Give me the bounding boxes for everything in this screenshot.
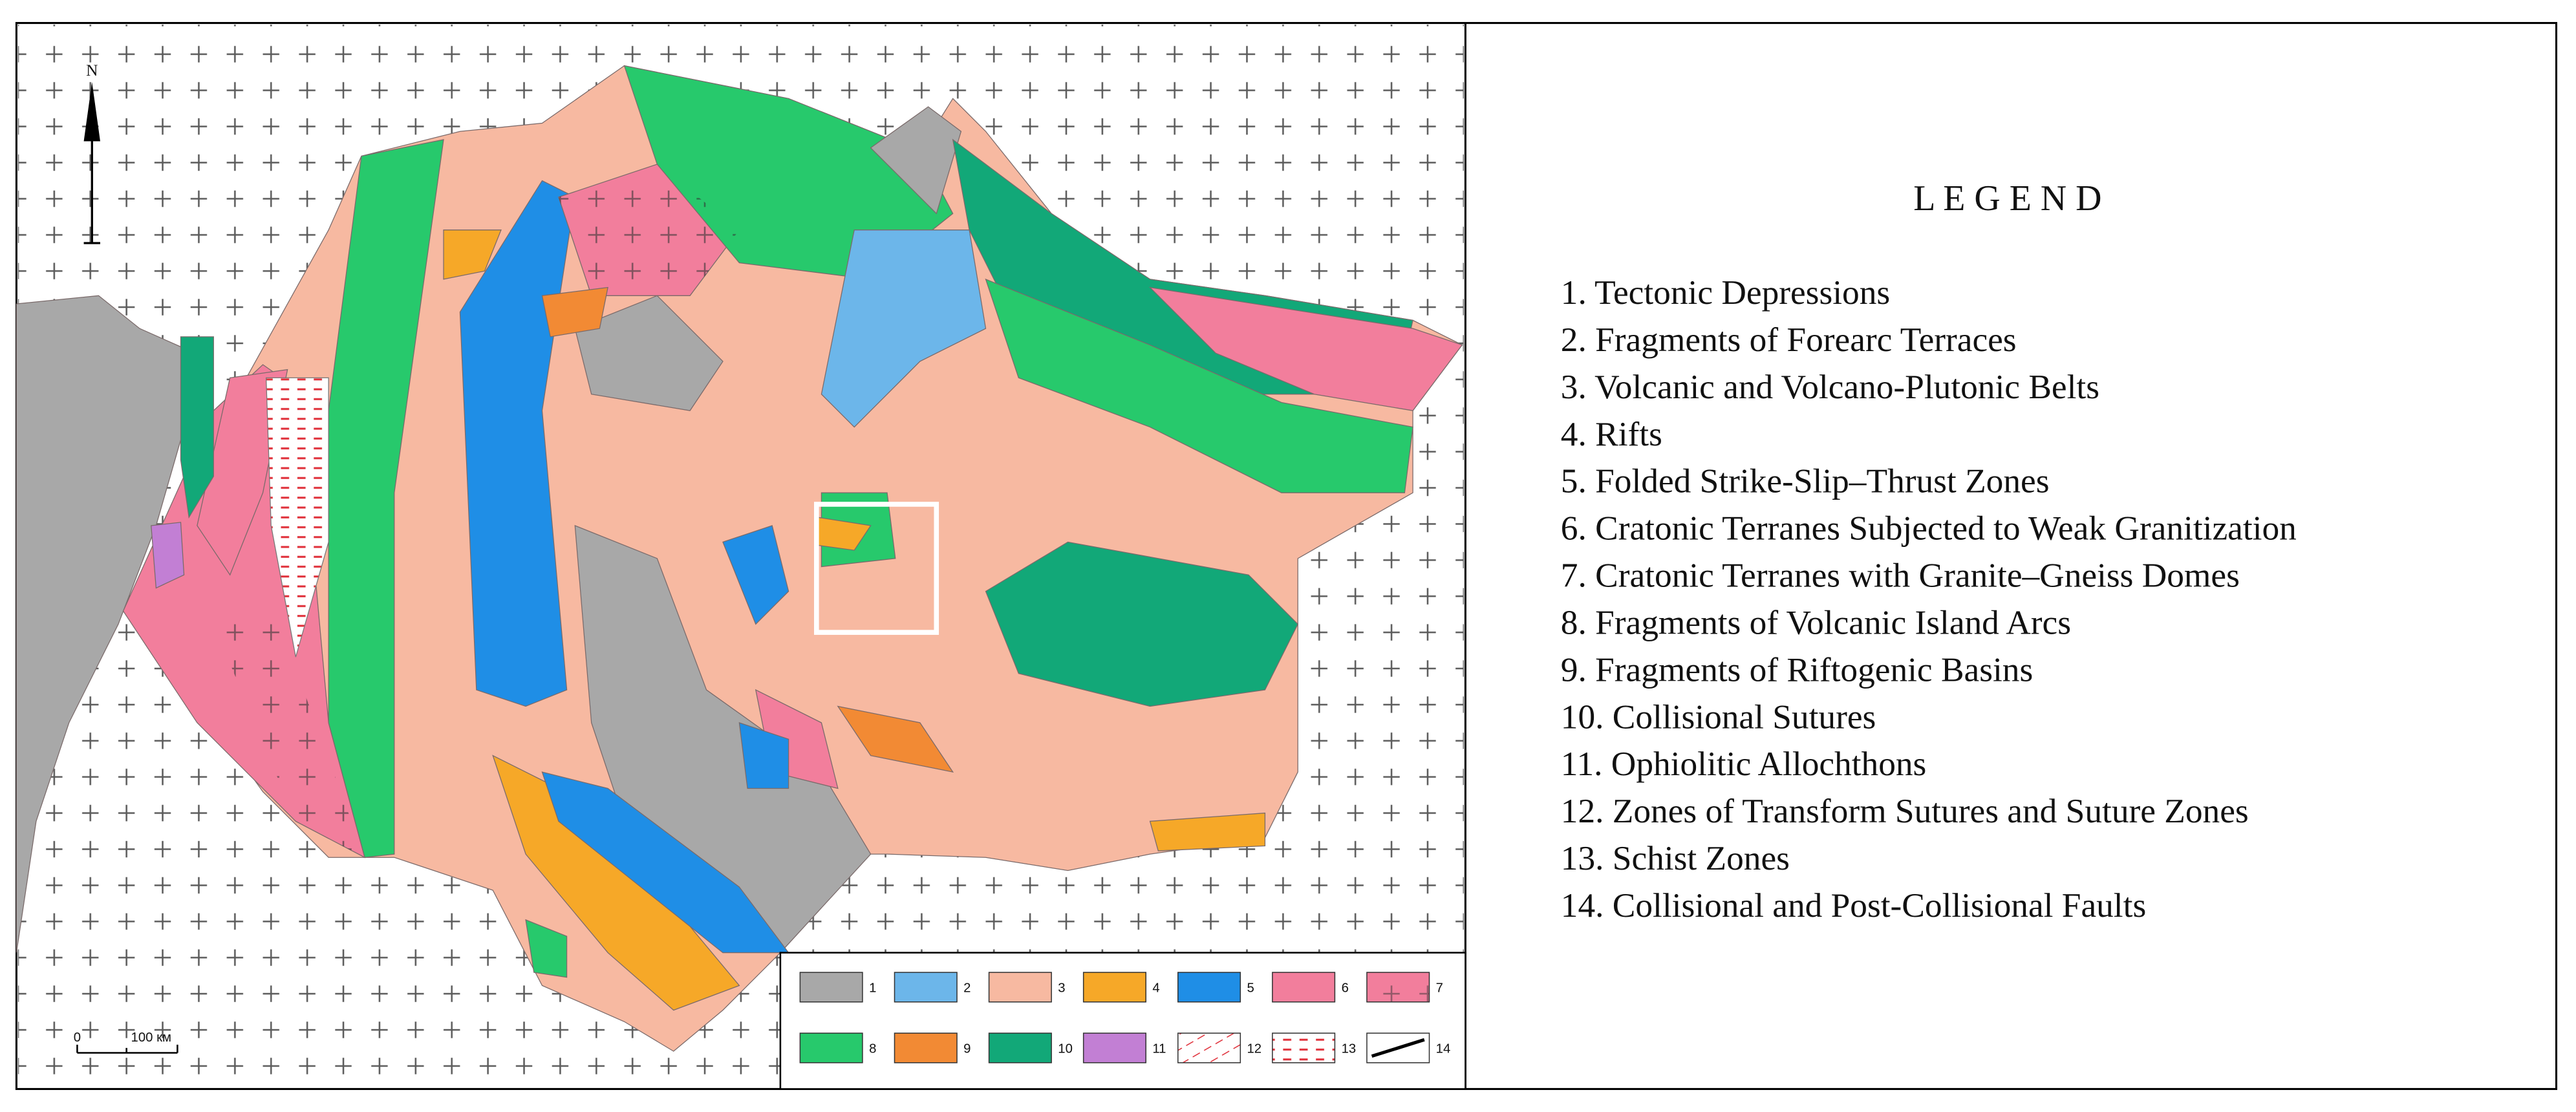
legend-item: 14. Collisional and Post-Collisional Fau…: [1561, 886, 2146, 925]
legend-item: 4. Rifts: [1561, 414, 1662, 453]
legend-item: 12. Zones of Transform Sutures and Sutur…: [1561, 791, 2249, 830]
legend-item: 8. Fragments of Volcanic Island Arcs: [1561, 603, 2071, 641]
legend-key-number: 4: [1152, 981, 1159, 996]
legend-key-number: 11: [1152, 1042, 1166, 1056]
legend-item: 6. Cratonic Terranes Subjected to Weak G…: [1561, 509, 2297, 548]
legend-swatch: [1366, 1032, 1430, 1064]
legend-key-number: 10: [1058, 1042, 1073, 1056]
schist-zone: [265, 377, 329, 658]
fault-symbol: [1371, 1038, 1425, 1058]
legend-key-number: 13: [1342, 1042, 1357, 1056]
map-unit: [1149, 812, 1266, 851]
legend-key-number: 1: [869, 981, 876, 996]
map-unit: [151, 522, 185, 589]
legend-key-number: 9: [963, 1042, 971, 1056]
map-unit: [541, 286, 608, 337]
map-unit: [985, 541, 1299, 707]
north-arrow-head: [83, 82, 100, 142]
legend-item: 1. Tectonic Depressions: [1561, 273, 1890, 312]
legend-item: 3. Volcanic and Volcano-Plutonic Belts: [1561, 367, 2099, 406]
map-unit: [837, 705, 954, 773]
legend-swatch: [1082, 972, 1146, 1003]
legend-swatch: [1272, 972, 1336, 1003]
legend-title: L E G E N D: [1913, 178, 2101, 219]
scale-bar: [76, 1044, 178, 1054]
map-unit: [541, 771, 789, 954]
legend-key-number: 6: [1342, 981, 1349, 996]
inset-box: [813, 502, 939, 635]
map-unit: [722, 525, 789, 625]
legend-swatch: [799, 972, 863, 1003]
legend-swatch: [1272, 1032, 1336, 1064]
scale-start: 0: [74, 1031, 81, 1045]
legend-swatch: [894, 972, 958, 1003]
legend-item: 10. Collisional Sutures: [1561, 697, 1876, 736]
legend-key-number: 7: [1436, 981, 1443, 996]
map-unit: [574, 525, 872, 954]
legend-swatch: [1082, 1032, 1146, 1064]
map-unit: [328, 139, 444, 858]
map-unit: [574, 295, 724, 411]
map-unit: [525, 919, 568, 978]
legend-item: 5. Folded Strike-Slip–Thrust Zones: [1561, 462, 2050, 500]
legend-swatch: [894, 1032, 958, 1064]
map-unit: [821, 230, 987, 428]
granite-dome: [213, 624, 365, 858]
granite-symbol: [1366, 972, 1430, 1002]
legend-item: 11. Ophiolitic Allochthons: [1561, 744, 1927, 783]
legend-key-number: 14: [1436, 1042, 1451, 1056]
legend-item: 9. Fragments of Riftogenic Basins: [1561, 650, 2033, 689]
legend-swatch: [988, 972, 1052, 1003]
legend-swatch: [988, 1032, 1052, 1064]
legend-swatch: [1177, 972, 1241, 1003]
map-unit: [870, 106, 962, 215]
map-unit: [197, 369, 288, 576]
legend-key-number: 12: [1247, 1042, 1261, 1056]
map-unit: [738, 722, 789, 789]
legend-key-number: 5: [1247, 981, 1254, 996]
legend-key-number: 8: [869, 1042, 876, 1056]
map: [16, 25, 1464, 1087]
legend-key-number: 3: [1058, 981, 1065, 996]
granite-dome: [558, 164, 740, 296]
legend-key-number: 2: [963, 981, 971, 996]
map-unit: [985, 278, 1413, 493]
map-unit: [1148, 286, 1463, 411]
legend-swatch: [1177, 1032, 1241, 1064]
map-unit: [180, 336, 214, 519]
map-unit: [443, 230, 502, 280]
legend-item: 13. Schist Zones: [1561, 839, 1790, 877]
legend-swatch: [799, 1032, 863, 1064]
north-label: N: [86, 61, 98, 80]
legend-item: 7. Cratonic Terranes with Granite–Gneiss…: [1561, 556, 2240, 595]
legend-item: 2. Fragments of Forearc Terraces: [1561, 320, 2017, 359]
scale-end: 100 км: [131, 1031, 171, 1045]
